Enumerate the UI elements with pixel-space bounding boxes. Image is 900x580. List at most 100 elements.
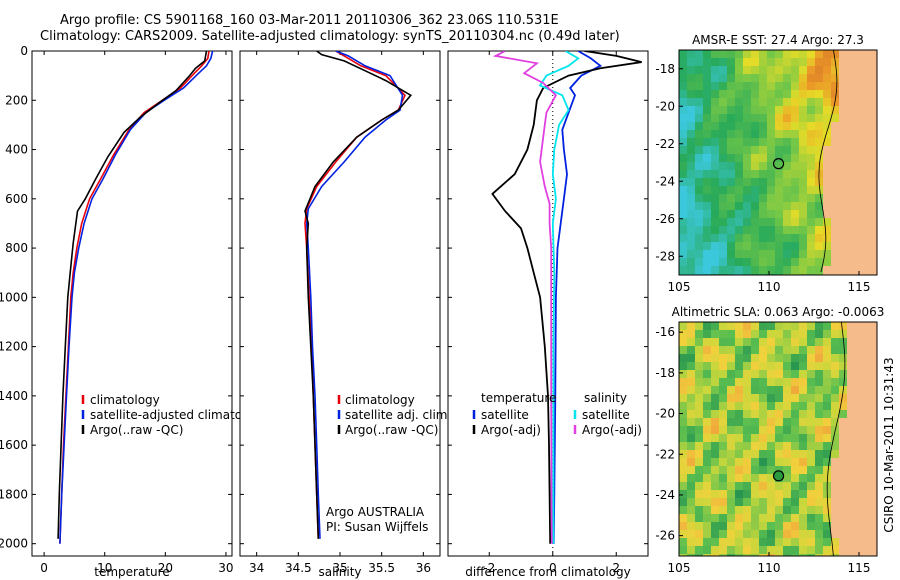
sst_map-cell bbox=[815, 98, 823, 106]
sla_map-cell bbox=[799, 370, 807, 378]
sst_map-cell bbox=[783, 170, 791, 178]
sla_map-cell bbox=[687, 346, 695, 354]
sst_map-cell bbox=[735, 242, 743, 250]
sla_map-cell bbox=[679, 330, 687, 338]
sla_map-ytick-label: -18 bbox=[655, 366, 675, 380]
sla_map-cell bbox=[831, 474, 839, 482]
sst_map-cell bbox=[767, 98, 775, 106]
sla_map-cell bbox=[775, 378, 783, 386]
sst_map-cell bbox=[823, 234, 831, 242]
sst_map-ytick-label: -26 bbox=[655, 212, 675, 226]
diff-legend-label-salinity: satellite bbox=[582, 408, 630, 422]
sst_map-cell bbox=[759, 218, 767, 226]
sla_map-cell bbox=[727, 370, 735, 378]
sst_map-cell bbox=[695, 186, 703, 194]
sst_map-cell bbox=[735, 234, 743, 242]
sst_map-cell bbox=[687, 186, 695, 194]
sla_map-cell bbox=[871, 458, 877, 466]
sst_map-cell bbox=[823, 74, 831, 82]
sst_map-cell bbox=[791, 162, 799, 170]
sla_map-cell bbox=[695, 442, 703, 450]
sst_map-cell bbox=[743, 106, 751, 114]
sla_map-cell bbox=[807, 378, 815, 386]
sst_map-cell bbox=[775, 194, 783, 202]
sst_map-cell bbox=[791, 250, 799, 258]
sla_map-cell bbox=[775, 514, 783, 522]
sla_map-cell bbox=[847, 482, 855, 490]
sst_map-cell bbox=[735, 90, 743, 98]
sla_map-cell bbox=[687, 498, 695, 506]
sst_map-cell bbox=[775, 114, 783, 122]
sla_map-cell bbox=[855, 338, 863, 346]
sla_map-cell bbox=[799, 474, 807, 482]
sst_map-cell bbox=[871, 58, 877, 66]
sla_map-cell bbox=[719, 490, 727, 498]
sla_map-cell bbox=[711, 322, 719, 330]
sla_map-cell bbox=[719, 434, 727, 442]
sla_map-cell bbox=[743, 418, 751, 426]
sla_map-cell bbox=[847, 402, 855, 410]
sst_map-cell bbox=[719, 186, 727, 194]
sla_map-cell bbox=[751, 442, 759, 450]
sla_map-cell bbox=[799, 402, 807, 410]
sst_map-cell bbox=[687, 130, 695, 138]
sla_map-cell bbox=[695, 418, 703, 426]
sla_map-cell bbox=[831, 386, 839, 394]
sla_map-cell bbox=[727, 466, 735, 474]
sst_map-cell bbox=[719, 154, 727, 162]
sst_map-cell bbox=[823, 258, 831, 266]
sst_map-cell bbox=[695, 218, 703, 226]
sla_map-ytick-label: -20 bbox=[655, 407, 675, 421]
sla_map-cell bbox=[679, 490, 687, 498]
sst_map-cell bbox=[799, 138, 807, 146]
sla_map-field bbox=[679, 322, 877, 556]
sst_map-cell bbox=[751, 162, 759, 170]
sst_map-cell bbox=[815, 154, 823, 162]
sst_map-cell bbox=[703, 234, 711, 242]
sla_map-cell bbox=[679, 554, 687, 556]
sst_map-cell bbox=[679, 130, 687, 138]
sst_map-cell bbox=[775, 74, 783, 82]
sla_map-cell bbox=[815, 546, 823, 554]
sla_map-cell bbox=[679, 402, 687, 410]
sla_map-cell bbox=[767, 466, 775, 474]
sst_map-cell bbox=[807, 266, 815, 274]
sst_map-cell bbox=[719, 170, 727, 178]
sst_map-cell bbox=[735, 66, 743, 74]
diff-legend-label-salinity: Argo(-adj) bbox=[582, 423, 642, 437]
sst_map-cell bbox=[791, 98, 799, 106]
sst_map-cell bbox=[799, 258, 807, 266]
sst_map-cell bbox=[807, 146, 815, 154]
sst_map-cell bbox=[711, 218, 719, 226]
sla_map-cell bbox=[791, 434, 799, 442]
sst_map-cell bbox=[743, 242, 751, 250]
sst_map-cell bbox=[871, 194, 877, 202]
sla_map-cell bbox=[831, 370, 839, 378]
sst_map-cell bbox=[687, 258, 695, 266]
sst_map-cell bbox=[863, 202, 871, 210]
sla_map-cell bbox=[751, 466, 759, 474]
sst_map-cell bbox=[839, 106, 847, 114]
difference-xtick-label: 0 bbox=[549, 561, 557, 575]
sla_map-cell bbox=[759, 402, 767, 410]
sla_map-cell bbox=[791, 458, 799, 466]
sst_map-cell bbox=[711, 130, 719, 138]
sla_map-cell bbox=[855, 546, 863, 554]
sst_map-cell bbox=[719, 218, 727, 226]
sst_map-cell bbox=[815, 146, 823, 154]
sst_map-cell bbox=[791, 186, 799, 194]
sla_map-cell bbox=[791, 402, 799, 410]
sst_map-cell bbox=[743, 66, 751, 74]
sst_map-cell bbox=[783, 234, 791, 242]
sst_map-cell bbox=[847, 122, 855, 130]
sla_map-cell bbox=[863, 506, 871, 514]
sla_map-cell bbox=[759, 514, 767, 522]
sst_map-cell bbox=[871, 250, 877, 258]
sla_map-cell bbox=[687, 554, 695, 556]
sst_map-cell bbox=[719, 106, 727, 114]
sla_map-cell bbox=[743, 498, 751, 506]
temperature-xtick-label: 0 bbox=[40, 561, 48, 575]
sla_map-cell bbox=[759, 490, 767, 498]
sla_map-cell bbox=[695, 410, 703, 418]
sst_map-cell bbox=[783, 178, 791, 186]
